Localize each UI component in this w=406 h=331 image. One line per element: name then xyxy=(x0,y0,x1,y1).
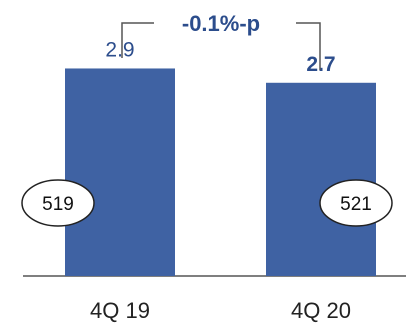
change-annotation: -0.1%-p xyxy=(182,11,260,36)
bubble-label-2: 521 xyxy=(340,194,372,215)
bar-1 xyxy=(65,68,175,276)
bracket-left xyxy=(121,22,154,58)
category-label-2: 4Q 20 xyxy=(291,298,351,323)
category-label-1: 4Q 19 xyxy=(90,298,150,323)
value-label-1: 2.9 xyxy=(105,38,134,61)
bubble-label-1: 519 xyxy=(42,194,74,215)
bubble-2 xyxy=(319,179,393,227)
bracket-right xyxy=(296,22,321,70)
bubble-1 xyxy=(21,179,95,227)
value-label-2: 2.7 xyxy=(306,53,335,76)
